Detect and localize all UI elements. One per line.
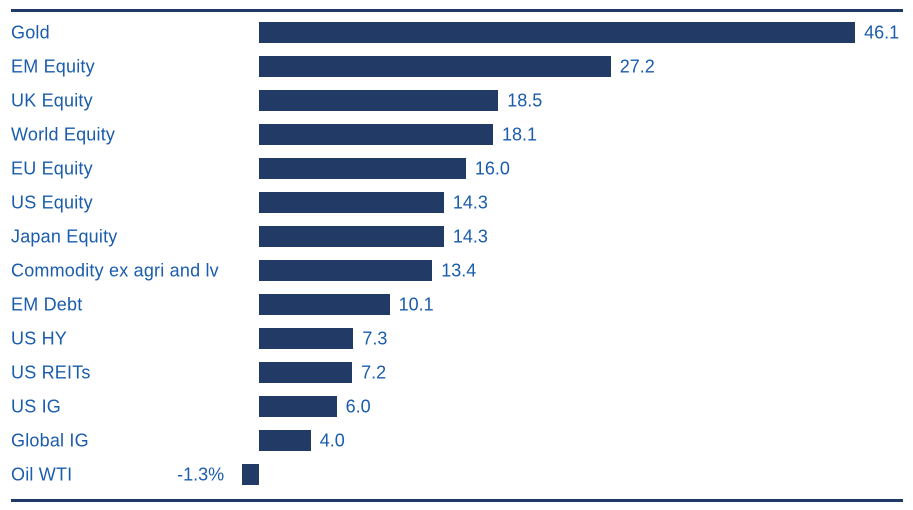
bar xyxy=(259,226,444,247)
category-label: Japan Equity xyxy=(11,226,118,246)
bottom-rule-divider xyxy=(11,499,903,502)
value-label: 4.0 xyxy=(319,430,345,450)
category-label: UK Equity xyxy=(11,90,93,110)
category-label: EU Equity xyxy=(11,158,93,178)
bar-row: EM Equity 27.2 xyxy=(0,50,913,84)
bar-row: US Equity 14.3 xyxy=(0,186,913,220)
bar-row: Global IG 4.0 xyxy=(0,424,913,458)
bar xyxy=(259,192,444,213)
bar xyxy=(259,56,611,77)
bar-row: UK Equity 18.5 xyxy=(0,84,913,118)
value-label: 16.0 xyxy=(474,158,510,178)
category-label: EM Debt xyxy=(11,294,83,314)
category-label: US Equity xyxy=(11,192,93,212)
value-label: 14.3 xyxy=(452,192,488,212)
bar xyxy=(242,464,259,485)
value-label: 18.5 xyxy=(507,90,543,110)
value-label: 10.1 xyxy=(398,294,434,314)
bar-row: Commodity ex agri and lv 13.4 xyxy=(0,254,913,288)
category-label: World Equity xyxy=(11,124,116,144)
bar xyxy=(259,328,354,349)
bar-row: World Equity 18.1 xyxy=(0,118,913,152)
bar-row: EU Equity 16.0 xyxy=(0,152,913,186)
category-label: EM Equity xyxy=(11,56,95,76)
bar-row: US REITs 7.2 xyxy=(0,356,913,390)
category-label: Oil WTI xyxy=(11,464,73,484)
top-rule-divider xyxy=(11,9,903,12)
bar xyxy=(259,294,390,315)
value-label: 14.3 xyxy=(452,226,488,246)
bar xyxy=(259,22,856,43)
bar xyxy=(259,362,353,383)
category-label: US REITs xyxy=(11,362,91,382)
bar-row: US HY 7.3 xyxy=(0,322,913,356)
bar xyxy=(259,260,433,281)
bar-row: EM Debt 10.1 xyxy=(0,288,913,322)
value-label: -1.3% xyxy=(177,464,225,484)
value-label: 18.1 xyxy=(502,124,538,144)
bar xyxy=(259,124,494,145)
bar xyxy=(259,158,466,179)
bar xyxy=(259,430,311,451)
bar-row: Gold 46.1 xyxy=(0,16,913,50)
category-label: Gold xyxy=(11,22,50,42)
category-label: US HY xyxy=(11,328,68,348)
value-label: 13.4 xyxy=(441,260,477,280)
bar-row: Oil WTI -1.3% xyxy=(0,458,913,492)
value-label: 7.2 xyxy=(361,362,387,382)
category-label: Global IG xyxy=(11,430,89,450)
bar-row: US IG 6.0 xyxy=(0,390,913,424)
category-label: US IG xyxy=(11,396,62,416)
value-label: 27.2 xyxy=(619,56,655,76)
bar-row: Japan Equity 14.3 xyxy=(0,220,913,254)
value-label: 7.3 xyxy=(362,328,388,348)
bar xyxy=(259,396,337,417)
bar xyxy=(259,90,499,111)
category-label: Commodity ex agri and lv xyxy=(11,260,219,280)
value-label: 6.0 xyxy=(345,396,371,416)
value-label: 46.1 xyxy=(864,22,900,42)
